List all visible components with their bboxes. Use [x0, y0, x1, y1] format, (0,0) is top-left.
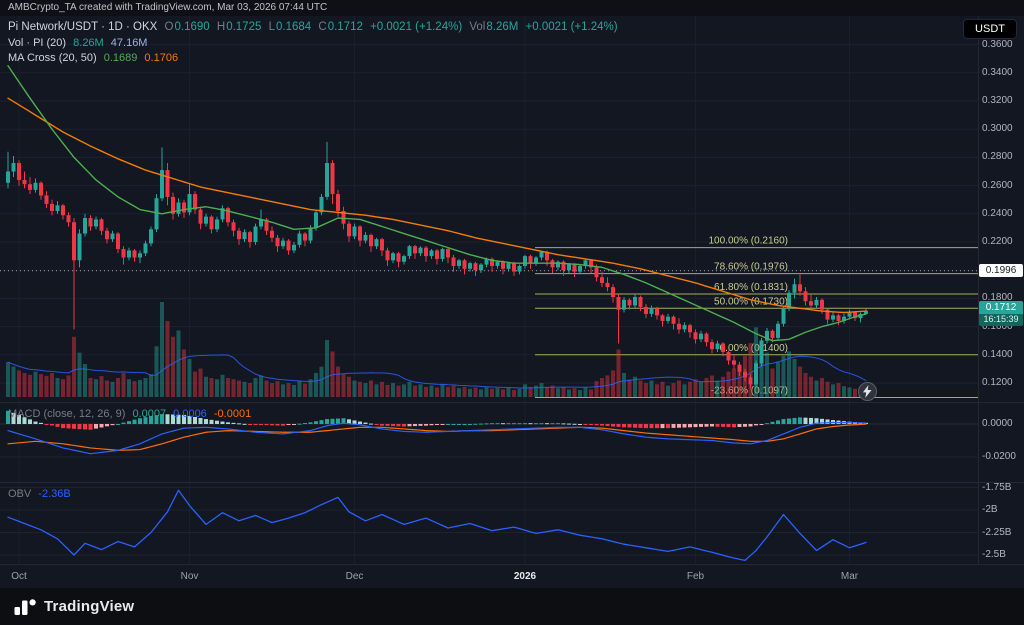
price-axis-label[interactable]: 0.1600 — [982, 320, 1013, 332]
attribution-text: AMBCrypto_TA created with TradingView.co… — [8, 2, 328, 13]
macd-legend: MACD (close, 12, 26, 9) 0.0007 0.0006 -0… — [8, 408, 255, 420]
high-value: 0.1725 — [226, 21, 262, 33]
svg-text:50.00% (0.1730): 50.00% (0.1730) — [714, 296, 788, 307]
price-axis-label[interactable]: 0.1200 — [982, 377, 1013, 388]
macd-line-value: 0.0006 — [173, 408, 207, 420]
last-price-value: 0.1712 — [979, 300, 1023, 314]
indicator-gridlines — [0, 423, 978, 556]
ma-cross-title[interactable]: MA Cross (20, 50) — [8, 52, 97, 64]
pane-separator-obv[interactable] — [0, 482, 1024, 483]
price-axis-label[interactable]: 0.3000 — [982, 123, 1013, 135]
price-axis-label[interactable]: 0.3400 — [982, 66, 1013, 78]
macd-axis-label[interactable]: 0.0000 — [982, 418, 1013, 429]
tradingview-logo[interactable]: TradingView — [14, 597, 134, 617]
time-axis-label[interactable]: Oct — [11, 571, 27, 582]
price-axis-label[interactable]: 0.1800 — [982, 292, 1013, 304]
ma-fast-value: 0.1689 — [103, 52, 138, 64]
low-label: L — [268, 21, 275, 33]
volume-value: 8.26M — [486, 21, 519, 33]
volume-ma-value: 47.16M — [110, 37, 148, 49]
volume-label: Vol — [469, 21, 486, 33]
svg-text:61.80% (0.1831): 61.80% (0.1831) — [714, 282, 788, 293]
time-axis-label[interactable]: Feb — [686, 571, 705, 582]
volume-bars — [6, 302, 868, 397]
obv-legend: OBV -2.36B — [8, 488, 75, 500]
volume-indicator-title[interactable]: Vol · PI (20) — [8, 37, 67, 49]
low-value: 0.1684 — [275, 21, 312, 33]
obv-axis-label[interactable]: -2.5B — [982, 549, 1006, 560]
fib-retracement[interactable]: 100.00% (0.2160) 78.60% (0.1976) 61.80% (0… — [535, 236, 978, 399]
obv-axis-label[interactable]: -2B — [982, 504, 998, 515]
obv-title[interactable]: OBV — [8, 488, 32, 500]
svg-text:0.00% (0.1400): 0.00% (0.1400) — [720, 343, 788, 354]
candles — [6, 141, 868, 389]
ma50-line — [7, 97, 867, 314]
tradingview-wordmark: TradingView — [44, 598, 135, 615]
obv-axis-label[interactable]: -1.75B — [982, 481, 1012, 493]
volume-indicator-value: 8.26M — [73, 37, 104, 49]
ma-cross-legend: MA Cross (20, 50) 0.1689 0.1706 — [8, 52, 182, 64]
tradingview-logo-mark — [14, 598, 36, 615]
macd-hist-value: 0.0007 — [132, 408, 167, 420]
macd-title[interactable]: MACD (close, 12, 26, 9) — [8, 408, 126, 420]
close-label: C — [318, 21, 327, 33]
ma-slow-value: 0.1706 — [144, 52, 179, 64]
obv-value: -2.36B — [38, 488, 71, 500]
pane-separator-macd[interactable] — [0, 402, 1024, 403]
time-axis-label[interactable]: Mar — [840, 571, 859, 582]
svg-text:100.00% (0.2160): 100.00% (0.2160) — [708, 236, 788, 247]
attribution-bar: AMBCrypto_TA created with TradingView.co… — [0, 0, 1024, 16]
chart-canvas[interactable]: 100.00% (0.2160) 78.60% (0.1976) 61.80% (0… — [0, 16, 1024, 588]
symbol-title[interactable]: Pi Network/USDT · 1D · OKX — [8, 21, 158, 33]
price-axis-label[interactable]: 0.3600 — [982, 38, 1013, 50]
currency-toggle-button[interactable]: USDT — [963, 19, 1017, 39]
close-value: 0.1712 — [327, 21, 363, 33]
obv-axis-label[interactable]: -2.25B — [982, 526, 1012, 538]
chart-event-icon[interactable] — [858, 382, 877, 401]
time-axis-label[interactable]: 2026 — [513, 571, 537, 582]
svg-text:78.60% (0.1976): 78.60% (0.1976) — [714, 262, 788, 273]
change-value: +0.0021 (+1.24%) — [370, 21, 463, 33]
open-label: O — [164, 21, 174, 33]
open-value: 0.1690 — [174, 21, 210, 33]
symbol-legend: Pi Network/USDT · 1D · OKX O0.1690 H0.17… — [8, 21, 622, 33]
price-axis-label[interactable]: 0.1400 — [982, 348, 1013, 360]
lightning-bolt-icon — [862, 385, 872, 398]
price-axis-label[interactable]: 0.3200 — [982, 95, 1013, 106]
macd-line — [7, 421, 867, 455]
macd-axis-label[interactable]: -0.0200 — [982, 451, 1016, 462]
price-axis-label[interactable]: 0.2400 — [982, 207, 1013, 219]
time-axis-label[interactable]: Nov — [180, 571, 199, 582]
svg-text:-23.60% (0.1097): -23.60% (0.1097) — [711, 386, 788, 397]
last-price-tag: 0.1712 16:15:39 — [979, 300, 1023, 326]
obv-line — [7, 489, 867, 562]
alert-price-tag: 0.1996 — [979, 263, 1023, 277]
footer-bar: TradingView — [0, 588, 1024, 625]
price-axis-label[interactable]: 0.2800 — [982, 151, 1013, 163]
time-axis-border — [0, 564, 1024, 565]
macd-signal-value: -0.0001 — [213, 408, 252, 420]
price-axis-label[interactable]: 0.2600 — [982, 179, 1013, 191]
price-axis-border — [978, 16, 979, 564]
macd-signal-line — [7, 423, 867, 451]
chart-area[interactable]: 100.00% (0.2160) 78.60% (0.1976) 61.80% (0… — [0, 16, 1024, 588]
bar-countdown: 16:15:39 — [979, 313, 1023, 326]
ma20-line — [7, 65, 867, 342]
price-gridlines — [0, 44, 978, 384]
high-label: H — [216, 21, 226, 33]
price-axis-label[interactable]: 0.2200 — [982, 236, 1013, 247]
volume-indicator-legend: Vol · PI (20) 8.26M 47.16M — [8, 37, 151, 49]
time-axis-label[interactable]: Dec — [345, 571, 364, 582]
change-value-2: +0.0021 (+1.24%) — [525, 21, 618, 33]
volume-ma-line — [7, 354, 867, 389]
